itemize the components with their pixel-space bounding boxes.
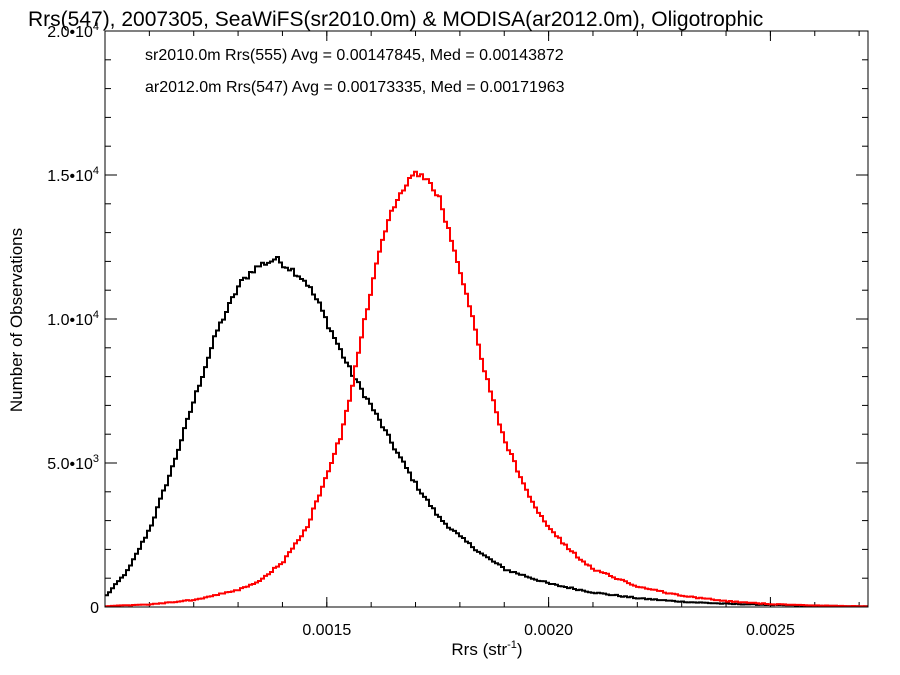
x-axis-label-exp: -1 [507, 639, 517, 651]
x-axis-label-text: Rrs (str [451, 640, 507, 659]
x-tick-label-1: 0.0020 [524, 622, 573, 639]
legend-entry-ar2012: ar2012.0m Rrs(547) Avg = 0.00173335, Med… [145, 79, 565, 96]
chart-title: Rrs(547), 2007305, SeaWiFS(sr2010.0m) & … [28, 8, 763, 31]
legend-entry-sr2010: sr2010.0m Rrs(555) Avg = 0.00147845, Med… [145, 47, 564, 64]
y-tick-label-1: 5.0•103 [47, 453, 99, 473]
series-line-0 [105, 256, 868, 608]
x-axis-label: Rrs (str-1) [451, 639, 522, 659]
series-line-1 [105, 170, 868, 608]
x-tick-label-2: 0.0025 [746, 622, 795, 639]
series-curves [105, 170, 868, 608]
y-tick-label-2: 1.0•104 [47, 309, 99, 329]
y-tick-label-0: 0 [90, 600, 99, 617]
axis-ticks: 0.0015 0.0020 0.0025 0 5.0•103 1.0•104 1.5•104… [47, 21, 868, 639]
y-tick-label-3: 1.5•104 [47, 165, 99, 185]
x-tick-label-0: 0.0015 [302, 622, 351, 639]
plot-frame [104, 30, 869, 608]
legend: sr2010.0m Rrs(555) Avg = 0.00147845, Med… [145, 47, 565, 96]
y-axis-label: Number of Observations [7, 228, 26, 412]
y-tick-label-4: 2.0•104 [47, 21, 99, 41]
x-axis-label-close: ) [517, 640, 523, 659]
